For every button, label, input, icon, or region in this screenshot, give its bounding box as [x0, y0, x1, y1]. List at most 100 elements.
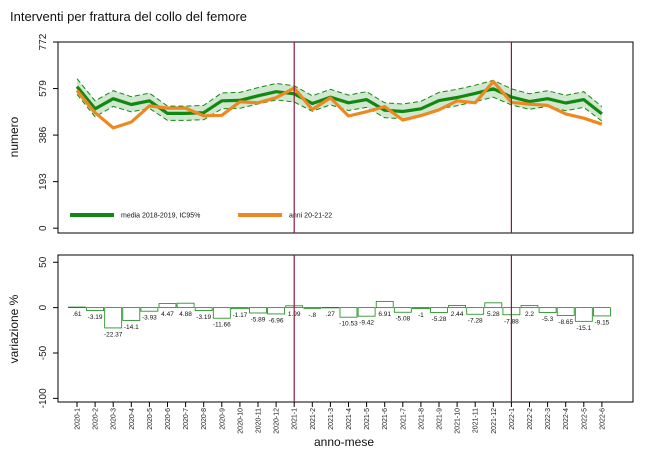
- x-tick-label: 2021-7: [400, 408, 407, 430]
- data-label: -1: [418, 312, 424, 319]
- bar: [321, 306, 340, 309]
- data-label: 6.91: [378, 311, 391, 318]
- series-line-media: [75, 85, 603, 116]
- data-label: -3.19: [196, 314, 211, 321]
- ci-upper-line: [76, 78, 603, 107]
- bar: [357, 307, 376, 317]
- data-label: -5.08: [395, 316, 410, 323]
- data-label: -9.42: [359, 320, 374, 327]
- bottom-plot-frame: [57, 254, 634, 403]
- x-tick-label: 2021-9: [437, 408, 444, 430]
- bar: [176, 302, 195, 309]
- data-label: 5.28: [487, 311, 500, 318]
- bar: [538, 307, 557, 313]
- y-tick-label: -100: [38, 388, 49, 408]
- y-tick-label: 0: [38, 304, 49, 310]
- data-label: -7.28: [468, 318, 483, 325]
- bar: [339, 307, 358, 318]
- x-tick-label: 2021-1: [292, 408, 299, 430]
- bar: [86, 307, 104, 311]
- x-tick-label: 2020-7: [183, 408, 190, 430]
- x-axis: 2020-1 2020-2 2020-3 2020-4 2020-5 2020-6 2020…: [75, 402, 606, 449]
- bar: [104, 307, 123, 329]
- y-tick-label: 579: [38, 80, 49, 97]
- x-tick-label: 2021-10: [455, 408, 462, 434]
- data-label: -22.37: [104, 331, 123, 338]
- chart-title: Interventi per frattura del collo del fe…: [10, 9, 248, 24]
- bar: [466, 307, 485, 315]
- data-label: -1.17: [232, 312, 247, 319]
- data-label: -.8: [309, 312, 317, 319]
- data-label: -11.66: [213, 322, 231, 329]
- y-tick-label: 193: [38, 173, 49, 190]
- y-tick-label: 0: [38, 225, 49, 231]
- data-label: -10.53: [339, 321, 358, 328]
- bar: [520, 305, 539, 309]
- data-label: -3.93: [142, 315, 157, 322]
- x-tick-label: 2021-4: [346, 408, 353, 430]
- y-tick-label: 772: [38, 33, 49, 50]
- bar: [393, 307, 412, 313]
- x-tick-label: 2021-12: [491, 408, 498, 434]
- x-tick-label: 2022-1: [509, 408, 516, 430]
- data-label: -15.1: [576, 325, 591, 332]
- top-panel: 0 193 386 579 772 numero media 2018-2019, IC95…: [7, 33, 634, 234]
- x-tick-label: 2021-11: [473, 408, 480, 433]
- y-tick-label: 386: [38, 126, 49, 143]
- bar: [411, 307, 430, 309]
- x-tick-label: 2022-6: [599, 408, 606, 430]
- bar: [303, 307, 322, 309]
- bar: [194, 307, 213, 311]
- x-tick-label: 2020-12: [274, 408, 281, 434]
- series-line-anni: [75, 79, 603, 130]
- bar: [556, 307, 575, 316]
- data-label: -5.28: [432, 316, 447, 323]
- x-axis-label: anno-mese: [314, 435, 374, 449]
- bar: [574, 307, 593, 322]
- data-label: -5.89: [251, 316, 266, 323]
- y-axis-label-bottom: variazione %: [7, 294, 21, 363]
- legend-label-media: media 2018-2019, IC95%: [121, 213, 200, 220]
- x-tick-label: 2020-5: [147, 408, 154, 430]
- data-label: -6.96: [269, 317, 284, 324]
- x-tick-label: 2020-10: [237, 408, 244, 434]
- data-label: 2.44: [451, 311, 464, 318]
- x-tick-label: 2020-4: [129, 408, 136, 430]
- bar: [593, 307, 611, 317]
- data-label: -14.1: [124, 324, 139, 331]
- data-label: .61: [72, 311, 81, 318]
- x-tick-label: 2021-6: [382, 408, 389, 430]
- x-tick-label: 2020-1: [75, 408, 82, 430]
- bar: [375, 300, 394, 309]
- bar: [122, 307, 141, 321]
- legend-label-anni: anni 20-21-22: [289, 213, 332, 220]
- x-tick-label: 2021-5: [364, 408, 371, 430]
- x-tick-label: 2021-3: [328, 408, 335, 430]
- x-tick-label: 2020-6: [165, 408, 172, 430]
- y-tick-label: -50: [38, 345, 49, 360]
- x-tick-label: 2022-5: [581, 408, 588, 430]
- x-tick-label: 2021-2: [310, 408, 317, 430]
- bar: [230, 307, 249, 310]
- x-tick-label: 2020-2: [93, 408, 100, 430]
- data-label: -8.65: [558, 319, 573, 326]
- x-tick-label: 2021-8: [418, 408, 425, 430]
- data-label: -5.3: [542, 316, 554, 323]
- y-axis-label-top: numero: [7, 116, 21, 157]
- x-tick-label: 2020-11: [256, 408, 263, 433]
- data-label: 4.47: [161, 311, 174, 318]
- data-label: -9.15: [594, 319, 609, 326]
- x-tick-label: 2020-9: [219, 408, 226, 430]
- bar: [267, 307, 286, 315]
- bar: [140, 307, 159, 312]
- bar: [430, 307, 448, 313]
- data-label: 2.2: [525, 311, 534, 318]
- x-tick-label: 2022-2: [527, 408, 534, 430]
- x-tick-label: 2020-3: [111, 408, 118, 430]
- x-tick-label: 2022-4: [563, 408, 570, 430]
- bar: [212, 307, 231, 319]
- y-tick-label: 50: [38, 256, 49, 268]
- bar: [158, 303, 177, 309]
